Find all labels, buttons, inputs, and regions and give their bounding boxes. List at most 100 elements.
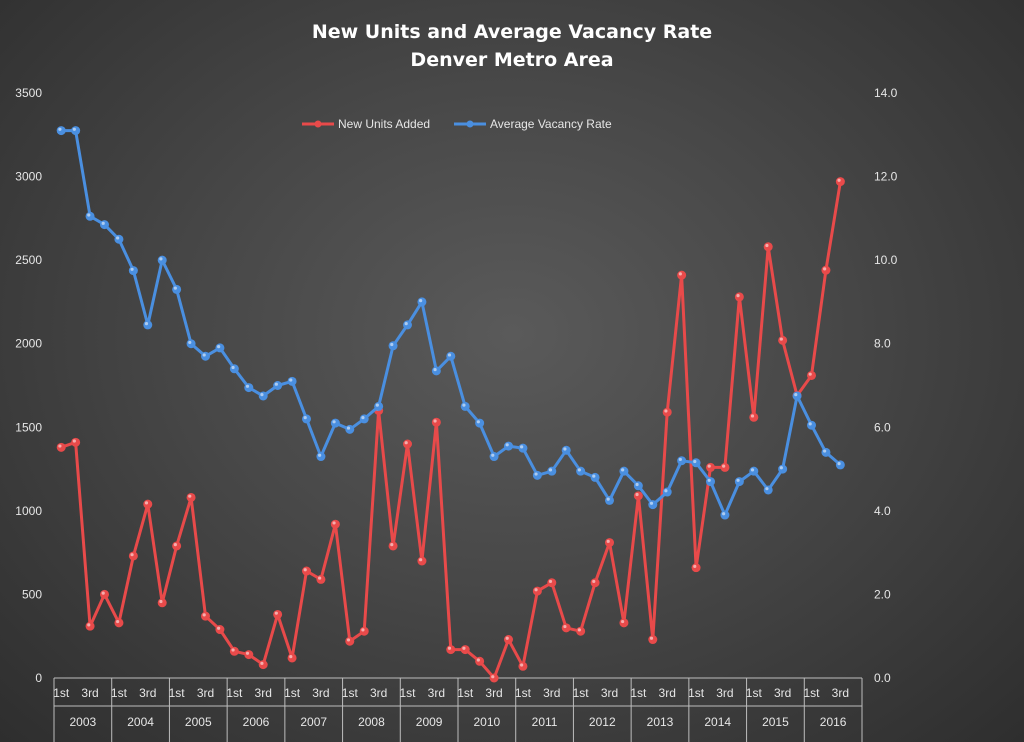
y-right-tick-label: 4.0: [874, 504, 891, 518]
new-units-point: [576, 626, 586, 636]
new-units-point: [763, 242, 773, 252]
vacancy-rate-point: [547, 466, 557, 476]
point-highlight: [765, 487, 769, 491]
point-highlight: [606, 497, 610, 501]
point-highlight: [693, 564, 697, 568]
point-highlight: [750, 414, 755, 418]
quarter-label: 3rd: [716, 686, 733, 700]
year-label: 2011: [532, 715, 558, 729]
point-highlight: [130, 553, 134, 557]
point-highlight: [332, 521, 336, 525]
axes: 0 500 1000 1500 2000 2500 3000 3500 0.0 2.0 4.0 6.0…: [15, 86, 898, 742]
quarter-label: 3rd: [370, 686, 387, 700]
point-highlight: [649, 636, 654, 640]
new-units-point: [431, 417, 441, 427]
point-highlight: [462, 403, 466, 407]
year-label: 2014: [704, 715, 731, 729]
vacancy-rate-point: [374, 401, 384, 411]
new-units-point: [489, 673, 499, 683]
year-label: 2016: [820, 715, 847, 729]
new-units-point: [460, 645, 470, 655]
legend: New Units Added Average Vacancy Rate: [302, 117, 612, 131]
point-highlight: [188, 340, 192, 345]
vacancy-rate-point: [792, 391, 802, 401]
vacancy-rate-point: [85, 211, 95, 221]
point-highlight: [419, 299, 423, 303]
year-label: 2012: [589, 715, 616, 729]
quarter-label: 3rd: [601, 686, 618, 700]
point-highlight: [462, 646, 466, 650]
new-units-point: [417, 556, 427, 566]
point-highlight: [72, 439, 76, 443]
point-highlight: [707, 478, 711, 482]
vacancy-rate-point: [287, 376, 297, 386]
vacancy-rate-point: [229, 364, 239, 374]
point-highlight: [318, 453, 322, 457]
point-highlight: [101, 591, 105, 595]
point-highlight: [794, 393, 798, 397]
point-highlight: [621, 619, 625, 624]
new-units-point: [648, 635, 658, 645]
point-highlight: [491, 453, 495, 457]
point-highlight: [837, 461, 841, 466]
point-highlight: [534, 588, 538, 592]
point-highlight: [520, 663, 524, 667]
point-highlight: [87, 213, 91, 217]
point-highlight: [491, 675, 495, 679]
point-highlight: [289, 378, 293, 382]
new-units-point: [330, 519, 340, 529]
new-units-point: [128, 551, 138, 561]
y-left-tick-label: 3000: [15, 170, 42, 184]
vacancy-rate-point: [316, 452, 326, 462]
point-highlight: [548, 468, 553, 472]
vacancy-rate-point: [143, 320, 153, 330]
new-units-line: [59, 180, 842, 680]
quarter-label: 1st: [688, 686, 705, 700]
point-highlight: [231, 648, 235, 652]
point-highlight: [274, 611, 278, 615]
point-highlight: [563, 624, 567, 629]
quarter-label: 1st: [226, 686, 243, 700]
new-units-point: [778, 335, 788, 345]
y-left-tick-label: 2000: [15, 337, 42, 351]
point-highlight: [577, 468, 581, 472]
point-highlight: [592, 474, 596, 478]
point-highlight: [520, 445, 524, 449]
year-label: 2007: [300, 715, 327, 729]
point-highlight: [202, 353, 206, 357]
y-right-tick-label: 6.0: [874, 420, 891, 434]
quarter-label: 3rd: [312, 686, 329, 700]
point-highlight: [144, 501, 149, 505]
vacancy-rate-point: [677, 456, 687, 466]
y-right-tick-label: 10.0: [874, 253, 898, 267]
new-units-point: [561, 623, 571, 633]
vacancy-rate-point: [576, 466, 586, 476]
y-left-tick-label: 3500: [15, 86, 42, 100]
vacancy-rate-point: [417, 297, 427, 307]
vacancy-rate-point: [114, 234, 124, 244]
vacancy-rate-point: [388, 341, 398, 351]
vacancy-rate-point: [345, 424, 355, 434]
year-label: 2013: [647, 715, 674, 729]
point-highlight: [116, 236, 120, 240]
vacancy-rate-point: [56, 126, 66, 136]
new-units-point: [662, 407, 672, 417]
point-highlight: [693, 459, 697, 464]
point-highlight: [188, 494, 192, 498]
new-units-point: [244, 650, 254, 660]
new-units-point: [172, 541, 182, 551]
point-highlight: [779, 466, 783, 470]
vacancy-rate-point: [128, 266, 138, 276]
vacancy-rate-point: [807, 420, 816, 430]
point-highlight: [390, 342, 394, 347]
point-highlight: [750, 468, 755, 472]
point-highlight: [707, 464, 711, 468]
new-units-point: [835, 177, 845, 187]
quarter-label: 3rd: [485, 686, 502, 700]
quarter-label: 1st: [169, 686, 186, 700]
vacancy-rate-point: [706, 477, 715, 487]
point-highlight: [390, 543, 394, 547]
point-highlight: [736, 294, 740, 298]
point-highlight: [823, 267, 827, 271]
point-highlight: [245, 384, 250, 388]
